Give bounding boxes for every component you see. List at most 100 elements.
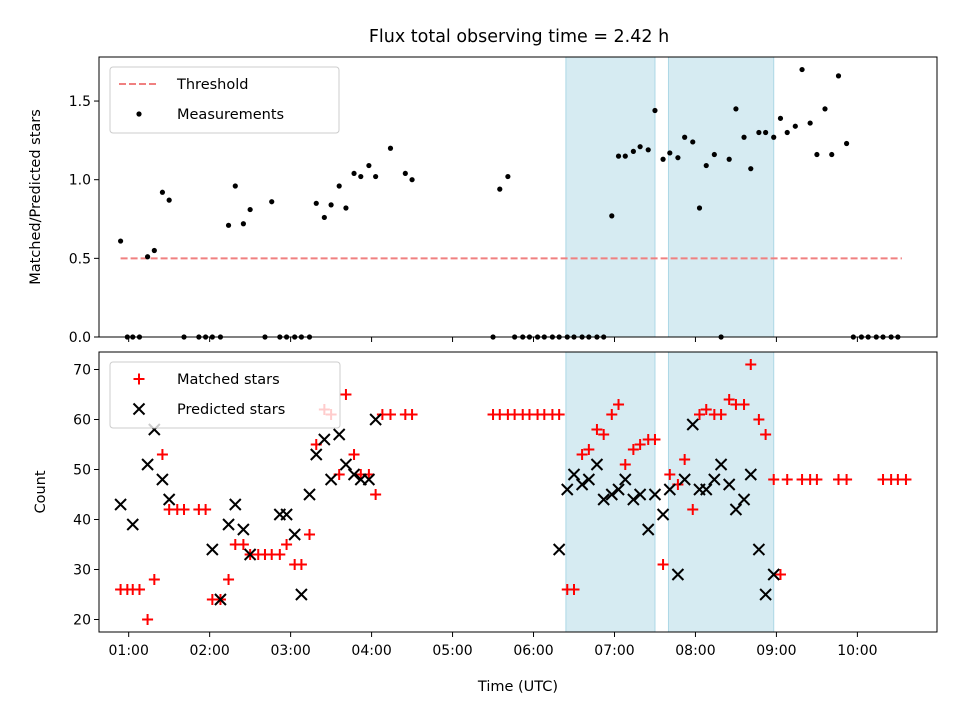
matched-point [340,389,352,400]
measurement-point [505,173,511,180]
x-axis-label: Time (UTC) [477,679,558,695]
predicted-point [561,483,574,496]
predicted-point [347,468,361,481]
predicted-point [759,588,772,601]
x-tick-label: 09:00 [756,643,796,659]
legend-box [109,66,340,134]
matched-point [700,404,712,415]
measurement-point [703,162,709,169]
chart-title: Flux total observing time = 2.42 h [369,27,669,47]
legend-label: Predicted stars [177,402,285,418]
matched-point [281,539,293,550]
y-tick-label: 1.5 [69,94,91,110]
measurement-point [609,213,615,219]
x-tick-label: 06:00 [513,643,553,659]
predicted-point [552,543,566,556]
predicted-point [339,458,353,471]
measurement-point [690,139,696,145]
x-tick-label: 01:00 [109,643,149,659]
matched-point [760,429,772,440]
measurement-point [225,222,232,228]
measurement-point [835,73,842,79]
measurement-point [336,183,342,189]
measurement-point [240,221,246,227]
matched-point [133,584,145,595]
y-axis-label: Matched/Predicted stars [28,109,44,285]
matched-point [687,504,699,515]
matched-point [237,539,249,550]
shaded-span-2 [667,351,775,633]
y-tick-label: 50 [73,463,91,479]
measurement-point [622,153,628,159]
measurement-point [792,123,798,129]
matched-point [774,569,786,580]
measurement-point [777,115,784,121]
measurement-point [313,200,319,206]
predicted-point [114,498,127,511]
matched-point [200,504,212,515]
predicted-point [141,458,154,471]
matched-point [591,424,603,435]
matched-point [745,359,757,370]
matched-point [223,574,235,585]
y-tick-label: 30 [73,563,91,579]
axes-frame [98,56,938,338]
measurement-point [321,214,327,221]
predicted-point [619,473,632,486]
matched-point [649,434,661,445]
measurement-point [144,254,151,260]
measurement-point [409,177,415,183]
predicted-point [737,493,751,506]
measurement-point [645,147,651,153]
y-tick-label: 0.5 [69,251,91,267]
matched-point [781,474,793,485]
matched-point [156,449,168,460]
measurement-point [807,120,813,126]
predicted-point [156,473,169,486]
predicted-point [324,473,338,486]
legend-box [109,361,341,429]
shaded-span-1 [565,56,656,338]
predicted-point [729,503,743,516]
legend-label: Matched stars [177,372,280,388]
measurement-point [247,206,253,213]
predicted-point [243,548,257,561]
series-2-points [114,413,780,606]
matched-point [693,409,705,420]
predicted-point [237,523,250,536]
predicted-point [714,458,728,471]
measurement-point [232,183,238,189]
y-tick-label: 70 [73,363,91,379]
predicted-point [767,568,780,581]
measurement-point [741,134,747,140]
matched-point [295,559,307,570]
measurement-point [756,129,762,136]
matched-point [679,454,691,465]
x-tick-label: 02:00 [189,643,229,659]
y-tick-label: 40 [73,513,91,529]
matched-point [406,409,418,420]
matched-point [598,429,610,440]
matched-point [657,559,669,570]
matched-point [613,399,625,410]
legend: Threshold Measurements [109,66,340,134]
measurement-point [748,166,754,172]
predicted-point [303,488,316,501]
x-tick-label: 08:00 [675,643,715,659]
predicted-point [222,518,235,531]
y-tick-label: 60 [73,413,91,429]
measurement-point [829,151,835,158]
legend-predicted-swatch [132,402,146,416]
shaded-span-2 [667,56,775,338]
predicted-point [575,478,589,491]
legend-measurement-swatch [136,111,142,117]
matched-point [664,469,676,480]
matched-point [753,414,765,425]
predicted-point [752,543,766,556]
matched-point [619,459,631,470]
measurement-point [497,186,503,192]
measurement-point [358,173,364,180]
y-axis-label: Count [33,470,49,513]
